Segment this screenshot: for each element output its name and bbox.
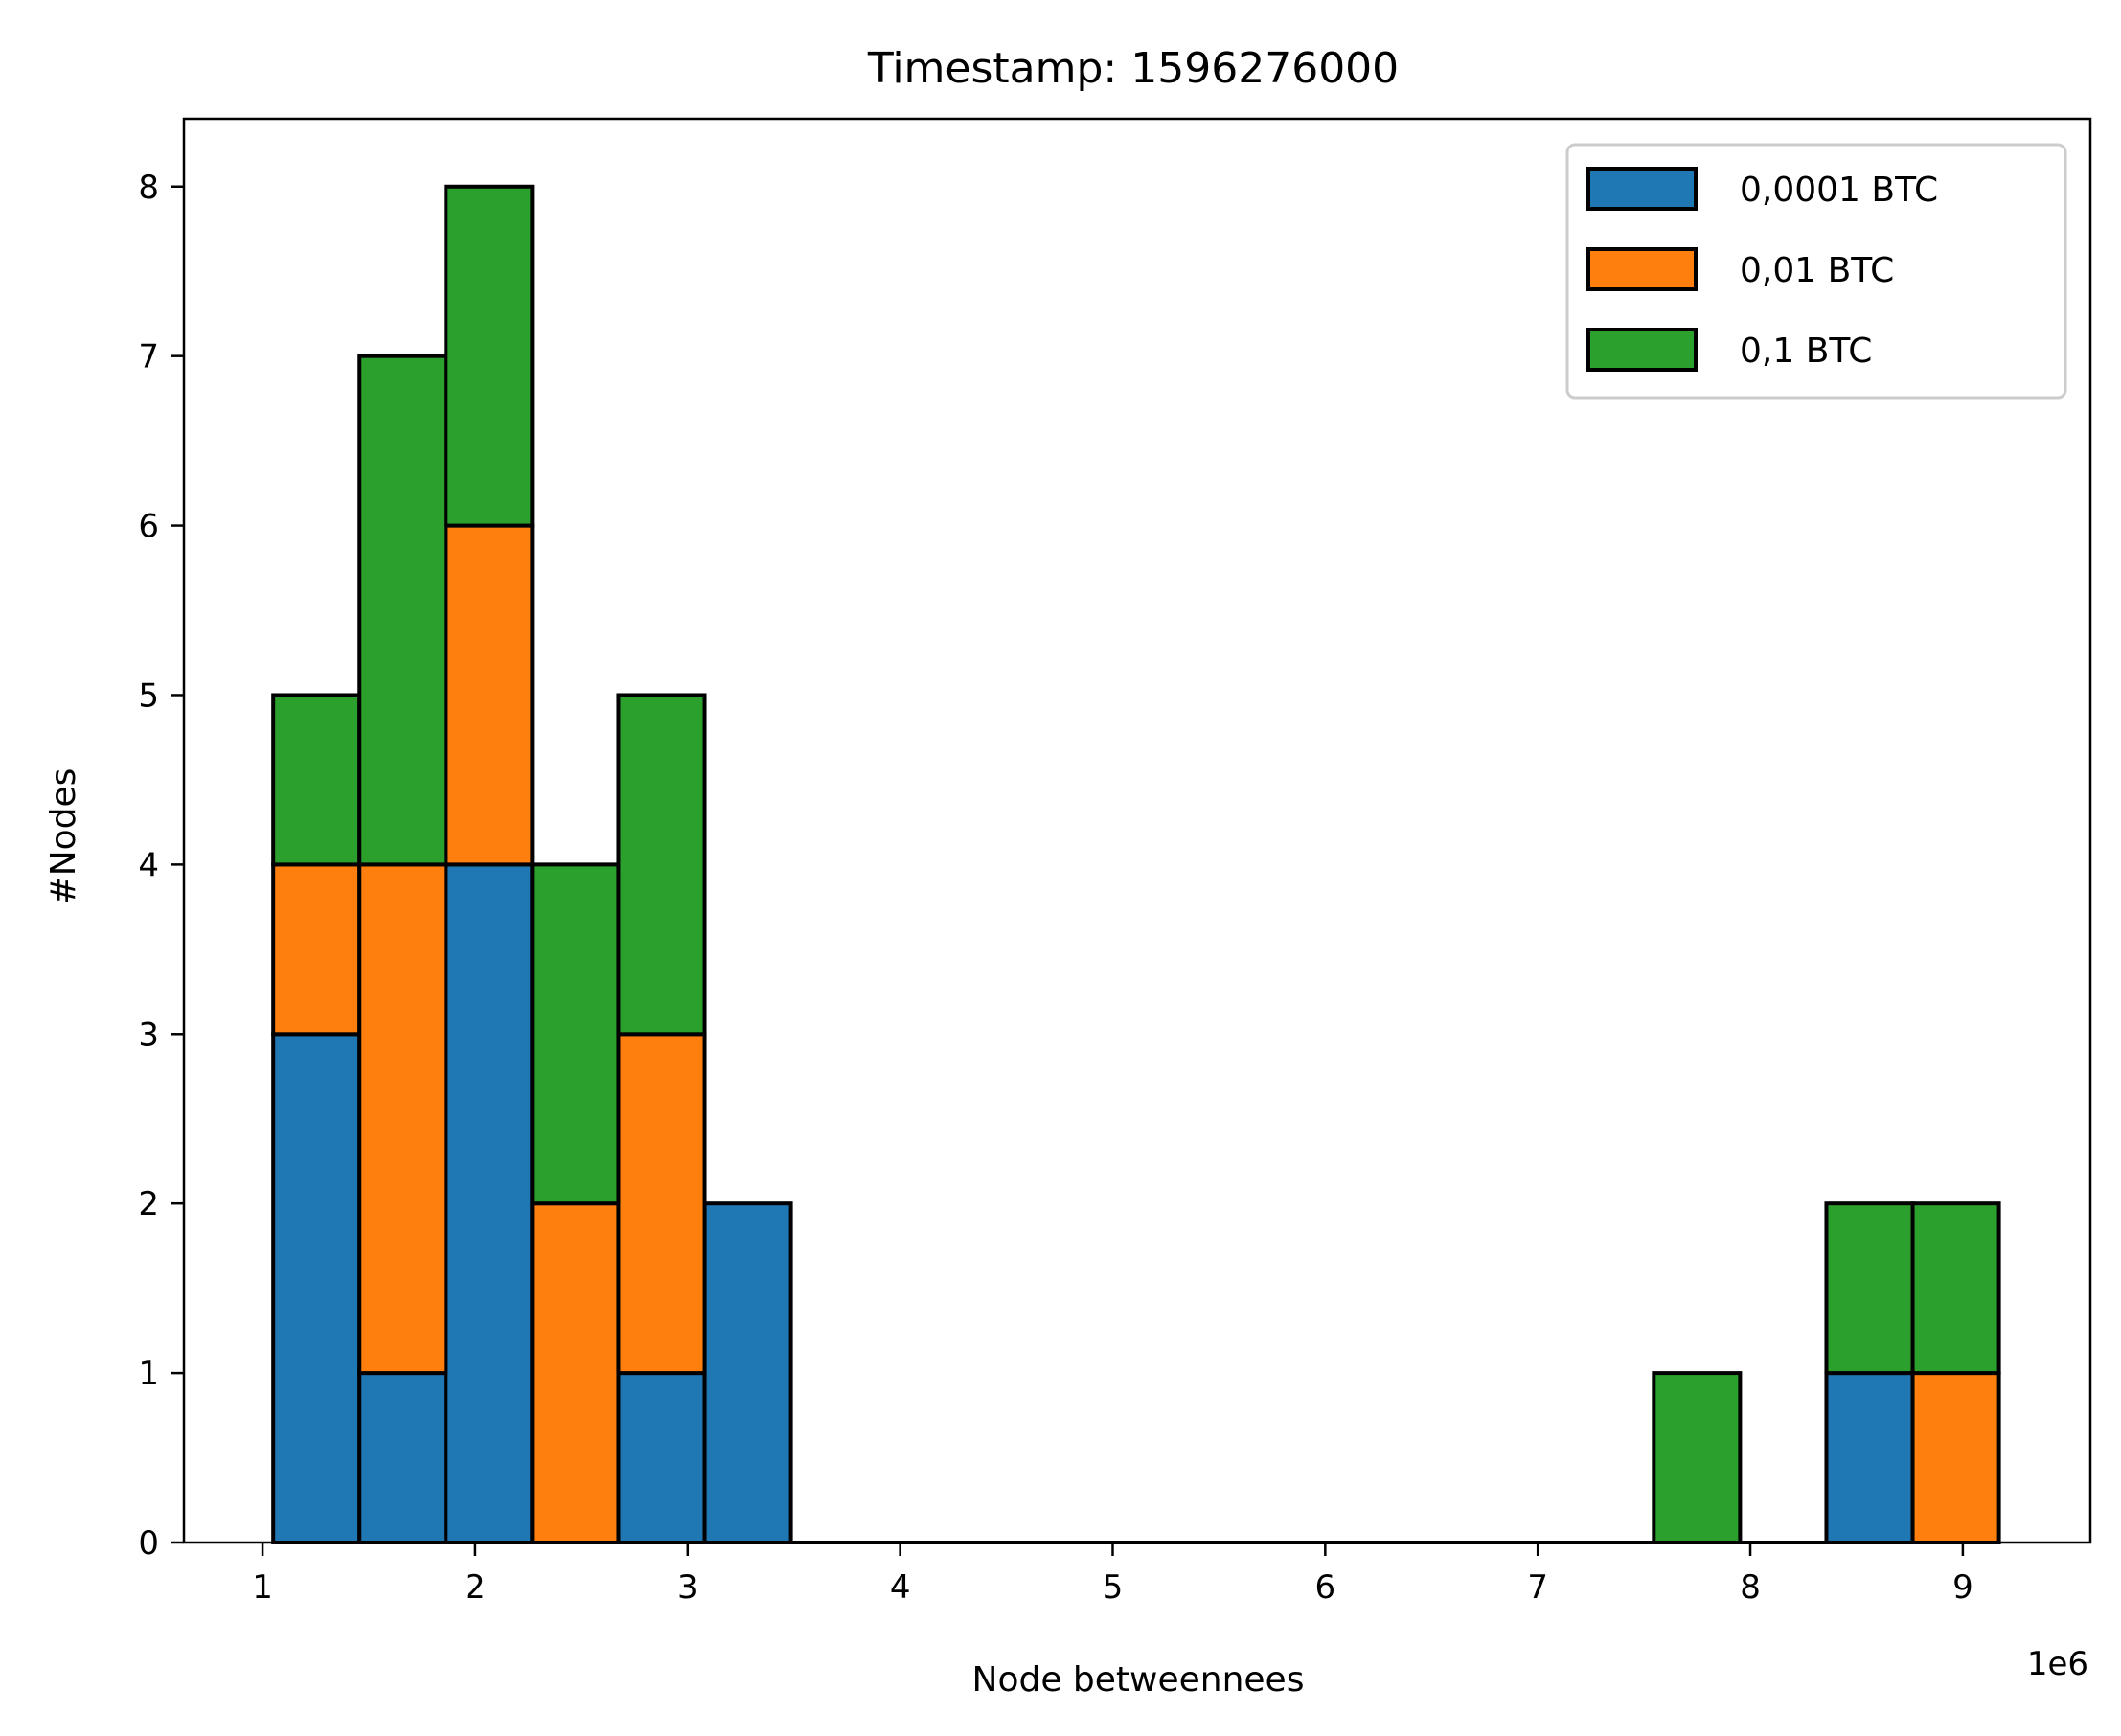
x-tick-label: 3 bbox=[677, 1568, 698, 1607]
bar-series-1-bin-3 bbox=[444, 862, 535, 1544]
legend-swatch bbox=[1586, 247, 1698, 291]
y-tick-label: 6 bbox=[138, 508, 159, 546]
x-tick-label: 6 bbox=[1315, 1568, 1336, 1607]
plot-frame bbox=[182, 117, 2092, 1544]
x-tick-label: 8 bbox=[1740, 1568, 1761, 1607]
bar-series-1-bin-19 bbox=[1824, 1371, 1915, 1544]
legend-label: 0,1 BTC bbox=[1740, 331, 1872, 371]
bar-series-2-bin-2 bbox=[357, 862, 448, 1376]
bar-series-2-bin-20 bbox=[1910, 1371, 2001, 1544]
bar-series-2-bin-4 bbox=[530, 1201, 621, 1544]
bar-series-3-bin-2 bbox=[357, 354, 448, 867]
ticks-layer: 1 2 3 4 5 6 7 8 9 0 1 2 3 4 5 6 7 8 bbox=[138, 169, 1973, 1607]
legend: 0,0001 BTC 0,01 BTC 0,1 BTC bbox=[1565, 143, 2067, 400]
bar-series-3-bin-5 bbox=[616, 693, 707, 1037]
bar-series-3-bin-19 bbox=[1824, 1201, 1915, 1376]
y-axis-label: #Nodes bbox=[44, 768, 83, 905]
bar-series-1-bin-6 bbox=[702, 1201, 793, 1544]
legend-swatch bbox=[1586, 328, 1698, 372]
bar-series-3-bin-17 bbox=[1652, 1371, 1743, 1544]
y-tick-label: 0 bbox=[138, 1524, 159, 1563]
bar-series-2-bin-3 bbox=[444, 523, 535, 867]
bar-series-1-bin-1 bbox=[271, 1032, 362, 1545]
legend-label: 0,01 BTC bbox=[1740, 251, 1894, 290]
bar-series-2-bin-5 bbox=[616, 1032, 707, 1376]
x-tick-label: 7 bbox=[1527, 1568, 1548, 1607]
y-tick-label: 4 bbox=[138, 846, 159, 884]
x-axis-offset-label: 1e6 bbox=[2027, 1645, 2088, 1683]
chart-title: Timestamp: 1596276000 bbox=[867, 44, 1399, 93]
y-tick-label: 3 bbox=[138, 1016, 159, 1054]
y-tick-label: 2 bbox=[138, 1185, 159, 1223]
x-tick-label: 5 bbox=[1103, 1568, 1124, 1607]
legend-swatch bbox=[1586, 167, 1698, 211]
bar-series-3-bin-1 bbox=[271, 693, 362, 867]
bars-layer bbox=[271, 184, 2001, 1545]
bar-series-3-bin-4 bbox=[530, 862, 621, 1206]
y-tick-label: 8 bbox=[138, 169, 159, 207]
bar-series-3-bin-3 bbox=[444, 184, 535, 528]
bar-series-1-bin-2 bbox=[357, 1371, 448, 1544]
x-tick-label: 2 bbox=[465, 1568, 486, 1607]
bar-series-1-bin-5 bbox=[616, 1371, 707, 1544]
x-axis-label: Node betweennees bbox=[972, 1660, 1305, 1700]
x-tick-label: 4 bbox=[890, 1568, 911, 1607]
x-tick-label: 1 bbox=[252, 1568, 273, 1607]
legend-label: 0,0001 BTC bbox=[1740, 171, 1938, 210]
bar-series-3-bin-20 bbox=[1910, 1201, 2001, 1376]
x-tick-label: 9 bbox=[1952, 1568, 1973, 1607]
y-tick-label: 1 bbox=[138, 1355, 159, 1393]
y-tick-label: 5 bbox=[138, 676, 159, 715]
y-tick-label: 7 bbox=[138, 338, 159, 377]
bar-series-2-bin-1 bbox=[271, 862, 362, 1037]
